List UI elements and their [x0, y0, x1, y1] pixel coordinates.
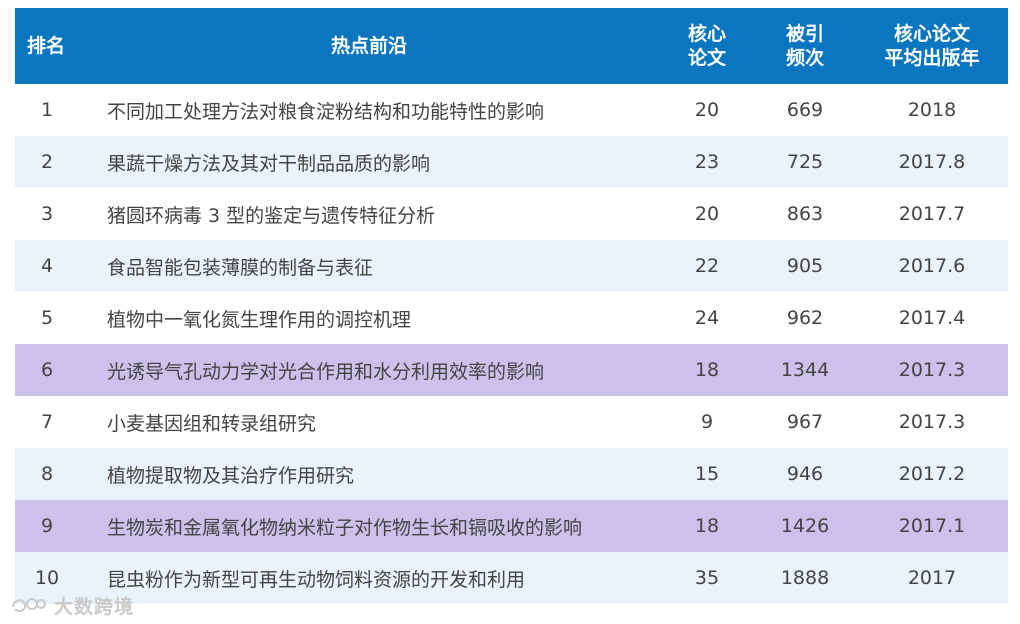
avg-year-cell: 2017.7 — [898, 203, 966, 225]
topic-cell: 小麦基因组和转录组研究 — [107, 412, 317, 435]
table-row: 8 植物提取物及其治疗作用研究 15 946 2017.2 — [15, 448, 1008, 500]
rank-cell: 9 — [40, 515, 54, 537]
core-papers-cell: 18 — [694, 359, 720, 381]
table-header: 排名 热点前沿 核心 论文 被引 频次 核心论文 平均出版年 — [15, 8, 1008, 84]
table-row: 2 果蔬干燥方法及其对干制品品质的影响 23 725 2017.8 — [15, 136, 1008, 188]
watermark-logo-icon — [12, 598, 46, 613]
rank-cell: 8 — [40, 463, 54, 485]
table-body: 1 不同加工处理方法对粮食淀粉结构和功能特性的影响 20 669 2018 2 果蔬干燥方法… — [15, 84, 1008, 604]
core-papers-cell: 15 — [694, 463, 720, 485]
header-citations: 被引 频次 — [785, 23, 824, 69]
header-avg-year: 核心论文 平均出版年 — [884, 23, 980, 69]
topic-cell: 不同加工处理方法对粮食淀粉结构和功能特性的影响 — [107, 100, 545, 123]
topic-cell: 昆虫粉作为新型可再生动物饲料资源的开发和利用 — [107, 568, 526, 591]
citations-cell: 1344 — [780, 359, 830, 381]
core-papers-cell: 9 — [700, 411, 714, 433]
core-papers-cell: 24 — [694, 307, 720, 329]
citations-cell: 669 — [786, 99, 824, 121]
rank-cell: 2 — [40, 151, 54, 173]
topic-cell: 果蔬干燥方法及其对干制品品质的影响 — [107, 152, 431, 175]
table-row: 1 不同加工处理方法对粮食淀粉结构和功能特性的影响 20 669 2018 — [15, 84, 1008, 136]
rank-cell: 4 — [40, 255, 54, 277]
citations-cell: 962 — [786, 307, 824, 329]
avg-year-cell: 2017.4 — [898, 307, 966, 329]
avg-year-cell: 2017.2 — [898, 463, 966, 485]
topic-cell: 植物中一氧化氮生理作用的调控机理 — [107, 308, 412, 331]
core-papers-cell: 18 — [694, 515, 720, 537]
topic-cell: 猪圆环病毒 3 型的鉴定与遗传特征分析 — [107, 204, 436, 227]
core-papers-cell: 20 — [694, 203, 720, 225]
rank-cell: 6 — [40, 359, 54, 381]
topic-cell: 食品智能包装薄膜的制备与表征 — [107, 256, 374, 279]
citations-cell: 946 — [786, 463, 824, 485]
table-row: 10 昆虫粉作为新型可再生动物饲料资源的开发和利用 35 1888 2017 — [15, 552, 1008, 604]
topic-cell: 生物炭和金属氧化物纳米粒子对作物生长和镉吸收的影响 — [107, 516, 583, 539]
rank-cell: 1 — [40, 99, 54, 121]
core-papers-cell: 22 — [694, 255, 720, 277]
avg-year-cell: 2017.3 — [898, 411, 966, 433]
avg-year-cell: 2017.1 — [898, 515, 966, 537]
rank-cell: 3 — [40, 203, 54, 225]
core-papers-cell: 20 — [694, 99, 720, 121]
rank-cell: 5 — [40, 307, 54, 329]
avg-year-cell: 2017 — [907, 567, 957, 589]
rank-cell: 10 — [34, 567, 60, 589]
avg-year-cell: 2017.3 — [898, 359, 966, 381]
table-row: 7 小麦基因组和转录组研究 9 967 2017.3 — [15, 396, 1008, 448]
table-row: 3 猪圆环病毒 3 型的鉴定与遗传特征分析 20 863 2017.7 — [15, 188, 1008, 240]
watermark-text: 大数跨境 — [54, 595, 135, 618]
citations-cell: 967 — [786, 411, 824, 433]
citations-cell: 863 — [786, 203, 824, 225]
citations-cell: 905 — [786, 255, 824, 277]
table-row: 9 生物炭和金属氧化物纳米粒子对作物生长和镉吸收的影响 18 1426 2017.1 — [15, 500, 1008, 552]
topic-cell: 植物提取物及其治疗作用研究 — [107, 464, 355, 487]
header-rank: 排名 — [27, 35, 66, 57]
core-papers-cell: 35 — [694, 567, 720, 589]
rank-cell: 7 — [40, 411, 54, 433]
topic-cell: 光诱导气孔动力学对光合作用和水分利用效率的影响 — [107, 360, 545, 383]
citations-cell: 1888 — [780, 567, 830, 589]
citations-cell: 1426 — [780, 515, 830, 537]
avg-year-cell: 2017.8 — [898, 151, 966, 173]
citations-cell: 725 — [786, 151, 824, 173]
header-core-papers: 核心 论文 — [687, 23, 726, 69]
table-row: 4 食品智能包装薄膜的制备与表征 22 905 2017.6 — [15, 240, 1008, 292]
avg-year-cell: 2018 — [907, 99, 957, 121]
table-row: 5 植物中一氧化氮生理作用的调控机理 24 962 2017.4 — [15, 292, 1008, 344]
avg-year-cell: 2017.6 — [898, 255, 966, 277]
core-papers-cell: 23 — [694, 151, 720, 173]
hot-topics-table: 排名 热点前沿 核心 论文 被引 频次 核心论文 平均出版年 1 不同加工处理方法对粮食… — [15, 8, 1008, 604]
table-row: 6 光诱导气孔动力学对光合作用和水分利用效率的影响 18 1344 2017.3 — [15, 344, 1008, 396]
watermark: 大数跨境 — [10, 592, 134, 618]
header-topic: 热点前沿 — [330, 35, 407, 57]
